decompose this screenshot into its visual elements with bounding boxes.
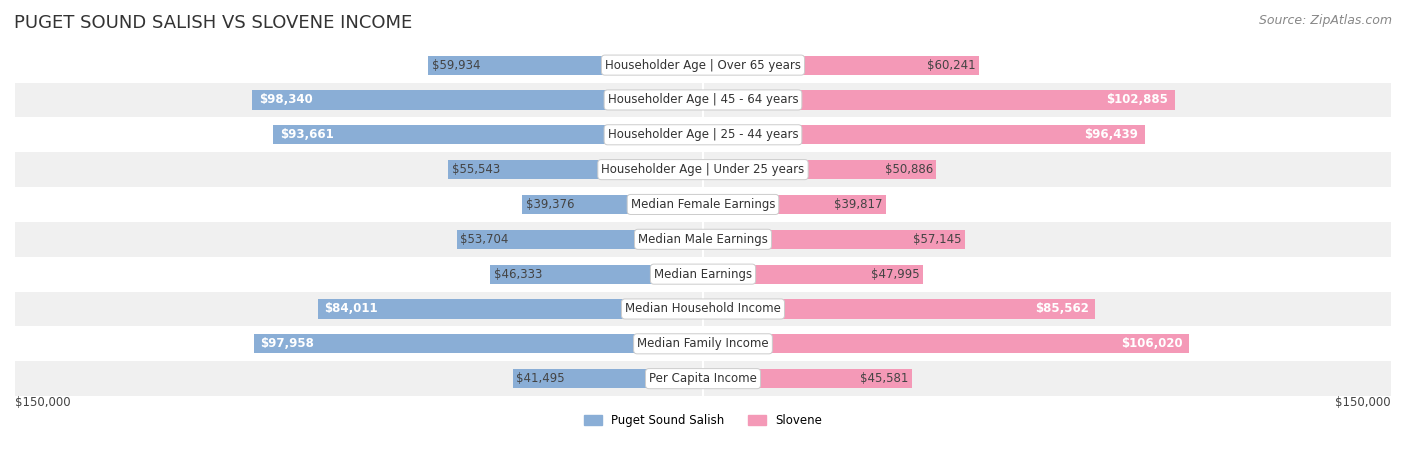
Text: Median Household Income: Median Household Income [626, 303, 780, 316]
Text: $150,000: $150,000 [15, 396, 70, 409]
Bar [318, 299, 703, 318]
Text: $46,333: $46,333 [494, 268, 543, 281]
Text: $50,886: $50,886 [884, 163, 934, 176]
Text: $97,958: $97,958 [260, 337, 315, 350]
Bar [273, 125, 703, 144]
Bar [15, 117, 1391, 152]
Text: Median Male Earnings: Median Male Earnings [638, 233, 768, 246]
Text: $106,020: $106,020 [1121, 337, 1182, 350]
Bar [703, 195, 886, 214]
Legend: Puget Sound Salish, Slovene: Puget Sound Salish, Slovene [579, 410, 827, 432]
Bar [703, 125, 1146, 144]
Text: $102,885: $102,885 [1107, 93, 1168, 106]
Bar [15, 361, 1391, 396]
Text: PUGET SOUND SALISH VS SLOVENE INCOME: PUGET SOUND SALISH VS SLOVENE INCOME [14, 14, 412, 32]
Bar [15, 291, 1391, 326]
Bar [457, 230, 703, 249]
Bar [523, 195, 703, 214]
Bar [253, 334, 703, 354]
Text: $59,934: $59,934 [432, 59, 479, 71]
Text: $55,543: $55,543 [451, 163, 501, 176]
Bar [703, 299, 1095, 318]
Bar [15, 187, 1391, 222]
Bar [703, 160, 936, 179]
Text: Median Family Income: Median Family Income [637, 337, 769, 350]
Text: Householder Age | Over 65 years: Householder Age | Over 65 years [605, 59, 801, 71]
Bar [703, 265, 924, 284]
Text: $57,145: $57,145 [912, 233, 962, 246]
Text: Median Female Earnings: Median Female Earnings [631, 198, 775, 211]
Bar [15, 326, 1391, 361]
Bar [15, 257, 1391, 291]
Text: $47,995: $47,995 [872, 268, 920, 281]
Bar [703, 369, 912, 388]
Bar [703, 230, 965, 249]
Bar [703, 91, 1175, 110]
Text: $45,581: $45,581 [860, 372, 908, 385]
Text: $53,704: $53,704 [460, 233, 509, 246]
Bar [491, 265, 703, 284]
Text: $41,495: $41,495 [516, 372, 565, 385]
Text: $150,000: $150,000 [1336, 396, 1391, 409]
Text: $96,439: $96,439 [1084, 128, 1139, 142]
Text: $93,661: $93,661 [280, 128, 335, 142]
Bar [513, 369, 703, 388]
Bar [703, 56, 980, 75]
Text: $60,241: $60,241 [927, 59, 976, 71]
Text: $39,376: $39,376 [526, 198, 574, 211]
Bar [703, 334, 1189, 354]
Bar [15, 152, 1391, 187]
Text: $39,817: $39,817 [834, 198, 882, 211]
Text: Householder Age | Under 25 years: Householder Age | Under 25 years [602, 163, 804, 176]
Bar [449, 160, 703, 179]
Text: Source: ZipAtlas.com: Source: ZipAtlas.com [1258, 14, 1392, 27]
Text: $84,011: $84,011 [325, 303, 378, 316]
Text: Median Earnings: Median Earnings [654, 268, 752, 281]
Bar [427, 56, 703, 75]
Text: $98,340: $98,340 [259, 93, 312, 106]
Text: $85,562: $85,562 [1035, 303, 1088, 316]
Bar [15, 48, 1391, 83]
Bar [15, 222, 1391, 257]
Text: Per Capita Income: Per Capita Income [650, 372, 756, 385]
Text: Householder Age | 25 - 44 years: Householder Age | 25 - 44 years [607, 128, 799, 142]
Bar [252, 91, 703, 110]
Bar [15, 83, 1391, 117]
Text: Householder Age | 45 - 64 years: Householder Age | 45 - 64 years [607, 93, 799, 106]
